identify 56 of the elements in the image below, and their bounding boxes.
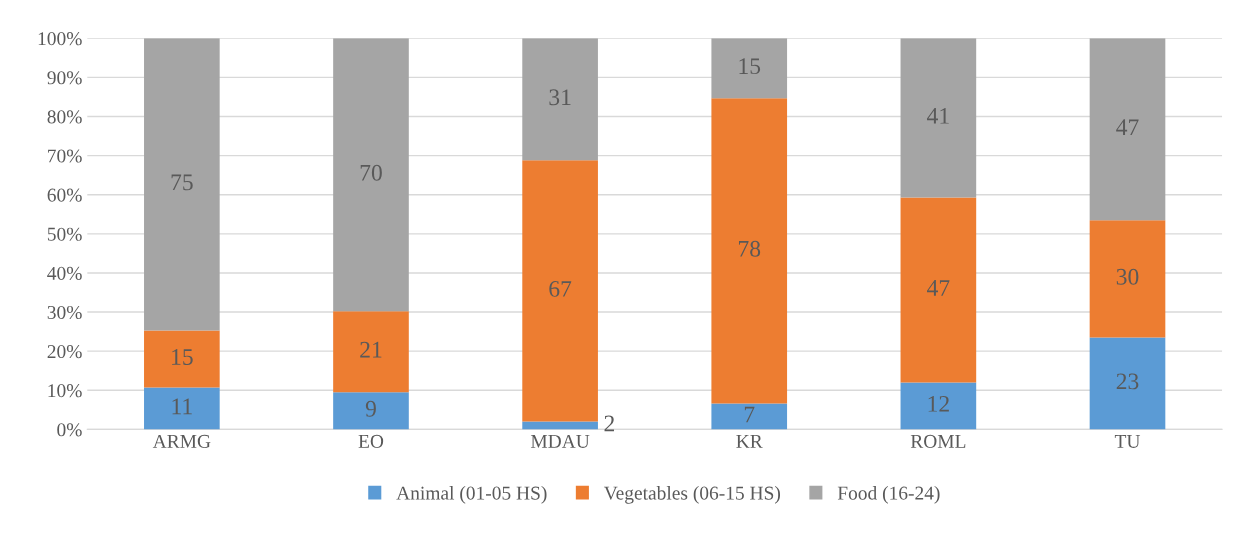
y-tick-label: 10%	[48, 384, 82, 398]
bar	[711, 38, 788, 99]
data-label: 12	[928, 395, 949, 412]
data-label: 47	[927, 280, 950, 296]
data-label: 47	[1116, 119, 1139, 135]
bar	[333, 392, 409, 430]
data-label: 30	[1116, 268, 1139, 285]
y-tick-label: 70%	[48, 149, 82, 163]
bar	[522, 421, 598, 430]
x-tick-label: KR	[736, 435, 763, 448]
data-label: 21	[360, 341, 382, 358]
data-label: 7	[744, 406, 755, 423]
bar	[900, 197, 977, 383]
data-label: 15	[172, 349, 193, 365]
bar	[900, 38, 977, 198]
bar	[333, 38, 409, 312]
data-label: 31	[549, 89, 571, 106]
bar	[1089, 38, 1166, 221]
data-label: 23	[1116, 373, 1139, 390]
data-label: 75	[171, 174, 193, 191]
y-tick-label: 30%	[47, 305, 82, 320]
data-label: 15	[739, 58, 761, 75]
bar	[144, 330, 220, 388]
bar	[144, 387, 220, 430]
y-tick-label: 0%	[57, 423, 82, 437]
x-tick-label: TU	[1114, 435, 1141, 448]
y-tick-label: 50%	[47, 227, 82, 241]
x-tick-label: ROML	[910, 434, 966, 448]
y-tick-label: 40%	[47, 266, 82, 280]
data-label: 41	[927, 107, 949, 124]
y-tick-label: 20%	[47, 344, 82, 359]
data-label: 11	[172, 398, 192, 415]
x-tick-label: MDAU	[530, 434, 590, 448]
data-label: 78	[738, 240, 761, 257]
data-label: 67	[549, 280, 572, 297]
bar	[711, 403, 788, 430]
data-label: 70	[360, 164, 382, 181]
x-tick-label: EO	[358, 434, 384, 448]
bar	[1089, 337, 1166, 430]
data-label: 2	[604, 415, 614, 432]
y-tick-label: 100%	[38, 32, 82, 46]
x-tick-label: ARMG	[152, 434, 211, 448]
bar	[522, 38, 598, 161]
bar	[900, 382, 977, 430]
bar	[1089, 220, 1166, 338]
bar	[333, 311, 409, 393]
y-tick-label: 90%	[47, 71, 82, 85]
y-tick-label: 80%	[47, 110, 82, 124]
bar	[522, 160, 598, 422]
data-label: 9	[365, 400, 376, 417]
bar	[144, 38, 220, 331]
y-tick-label: 60%	[47, 188, 82, 202]
legend-label: Food (16-24)	[837, 486, 940, 504]
legend-label: Vegetables (06-15 HS)	[603, 486, 781, 504]
legend-label: Animal (01-05 HS)	[396, 486, 547, 504]
bar	[711, 98, 788, 404]
